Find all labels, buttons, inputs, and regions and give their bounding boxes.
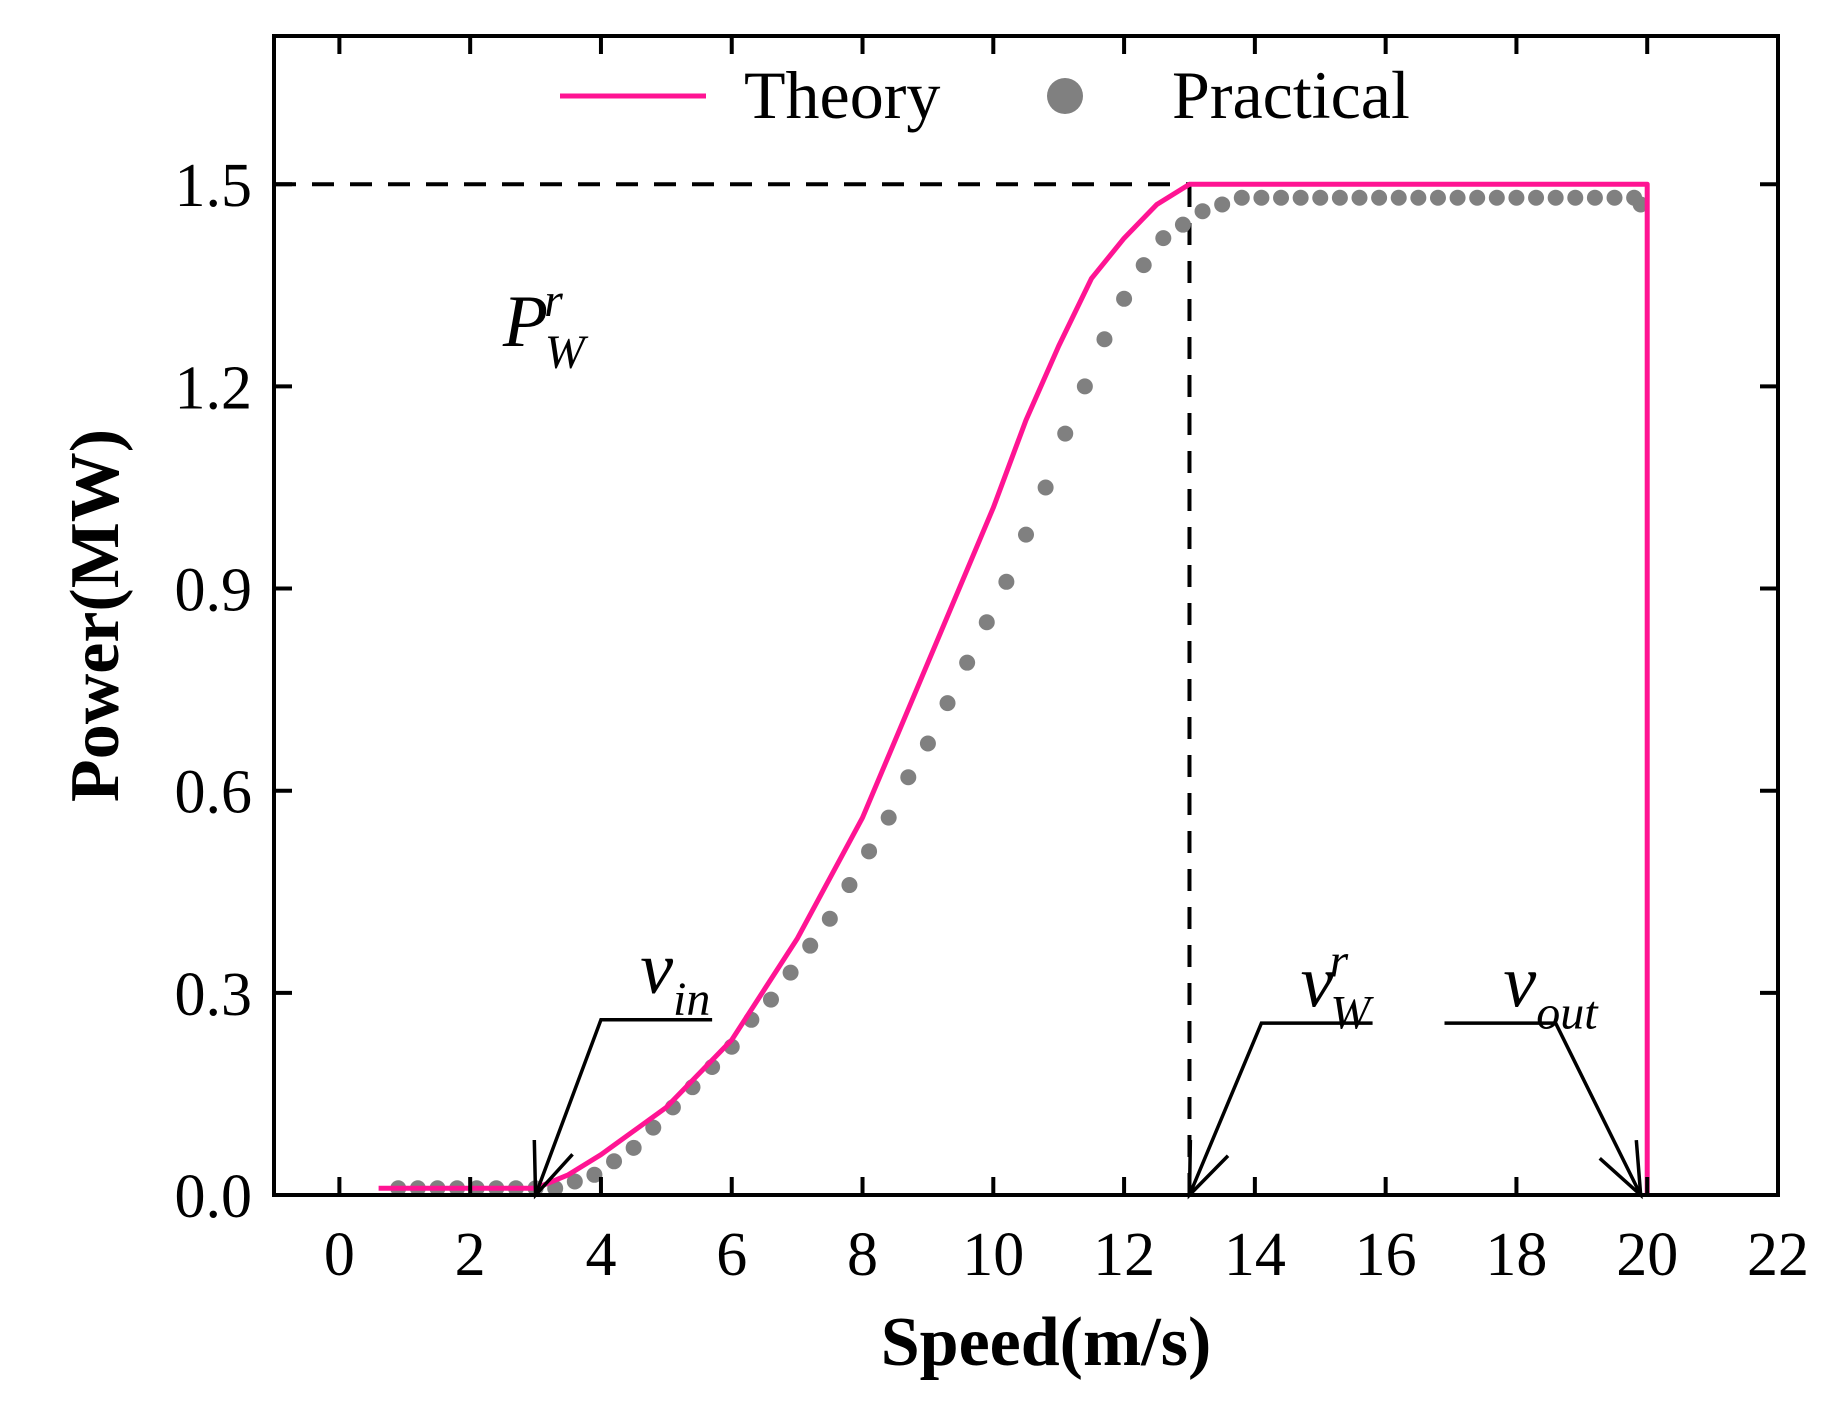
v-in-symbol: v <box>640 928 673 1010</box>
practical-point <box>1528 189 1545 206</box>
practical-point <box>1214 196 1231 213</box>
x-tick-label: 8 <box>847 1221 878 1289</box>
x-tick-label: 6 <box>716 1221 747 1289</box>
v-in-subscript: in <box>673 973 710 1026</box>
y-tick-label: 0.3 <box>175 961 253 1029</box>
x-tick-label: 18 <box>1485 1221 1547 1289</box>
v-out-subscript: out <box>1536 986 1599 1039</box>
practical-point <box>1449 189 1466 206</box>
practical-point <box>1233 189 1250 206</box>
practical-point <box>1292 189 1309 206</box>
practical-point <box>939 695 956 712</box>
x-tick-label: 22 <box>1747 1221 1809 1289</box>
practical-point <box>861 843 878 860</box>
v-out-arrowhead <box>1598 1140 1643 1200</box>
practical-point <box>586 1166 603 1183</box>
v-in-label: vin <box>640 928 710 1026</box>
practical-point <box>625 1139 642 1156</box>
x-axis-title: Speed(m/s) <box>881 1304 1212 1381</box>
practical-point <box>1586 189 1603 206</box>
practical-point <box>1371 189 1388 206</box>
practical-point <box>1567 189 1584 206</box>
y-tick-label: 1.5 <box>175 152 253 220</box>
x-tick-label: 20 <box>1616 1221 1678 1289</box>
plot-frame <box>272 34 1780 1197</box>
practical-point <box>1057 425 1074 442</box>
v-rated-leader-line <box>1187 1021 1373 1196</box>
practical-point <box>1488 189 1505 206</box>
p-rated-superscript: r <box>544 274 563 327</box>
p-rated-subscript: W <box>545 326 589 379</box>
y-tick-label: 0.6 <box>175 759 253 827</box>
practical-point <box>1253 189 1270 206</box>
practical-point <box>1331 189 1348 206</box>
practical-point <box>1390 189 1407 206</box>
practical-point <box>1076 378 1093 395</box>
practical-point <box>900 769 917 786</box>
practical-point <box>821 910 838 927</box>
practical-point <box>566 1173 583 1190</box>
v-rated-label: vr W <box>1301 934 1375 1039</box>
practical-point <box>1606 189 1623 206</box>
axis-ticks: 0 2 4 6 8 10 12 14 16 18 20 22 0.0 0.3 0.6 0.9 1.2 1.5 <box>175 36 1809 1289</box>
practical-point <box>1410 189 1427 206</box>
x-tick-label: 16 <box>1355 1221 1417 1289</box>
legend-theory-label: Theory <box>744 57 940 133</box>
x-tick-label: 10 <box>962 1221 1024 1289</box>
x-tick-label: 14 <box>1224 1221 1286 1289</box>
v-out-leader-line <box>1444 1021 1643 1196</box>
y-tick-label: 0.0 <box>175 1163 253 1231</box>
practical-point <box>762 991 779 1008</box>
practical-point <box>1116 290 1133 307</box>
practical-point <box>1174 216 1191 233</box>
practical-point <box>645 1119 662 1136</box>
practical-point <box>1096 331 1113 348</box>
practical-point <box>1508 189 1525 206</box>
practical-point <box>1547 189 1564 206</box>
theory-line <box>378 181 1650 1195</box>
x-tick-label: 0 <box>324 1221 355 1289</box>
v-rated-symbol: v <box>1301 941 1334 1023</box>
v-rated-subscript: W <box>1330 986 1374 1039</box>
practical-point <box>1469 189 1486 206</box>
practical-point <box>1135 257 1152 274</box>
legend-practical-swatch <box>1047 78 1083 114</box>
x-tick-label: 4 <box>585 1221 616 1289</box>
x-tick-label: 12 <box>1093 1221 1155 1289</box>
practical-point <box>978 614 995 631</box>
practical-point <box>1273 189 1290 206</box>
y-tick-label: 0.9 <box>175 557 253 625</box>
x-tick-label: 2 <box>455 1221 486 1289</box>
reference-lines <box>274 182 1192 1195</box>
p-rated-label: Pr W <box>502 274 589 379</box>
legend-practical-label: Practical <box>1172 57 1410 133</box>
practical-point <box>1155 230 1172 247</box>
v-out-symbol: v <box>1503 941 1536 1023</box>
practical-point <box>880 809 897 826</box>
practical-point <box>959 654 976 671</box>
practical-point <box>919 735 936 752</box>
y-tick-label: 1.2 <box>175 354 253 422</box>
practical-point <box>1429 189 1446 206</box>
practical-point <box>1632 196 1649 213</box>
y-axis-title: Power(MW) <box>57 429 134 802</box>
p-rated-symbol: P <box>502 281 548 363</box>
practical-point <box>998 573 1015 590</box>
v-rated-superscript: r <box>1330 934 1349 987</box>
practical-point <box>802 937 819 954</box>
practical-point <box>1037 479 1054 496</box>
v-in-leader-line <box>533 1018 713 1196</box>
v-out-label: vout <box>1503 941 1599 1039</box>
practical-point <box>841 877 858 894</box>
practical-point <box>606 1153 623 1170</box>
practical-point <box>782 964 799 981</box>
practical-point <box>1351 189 1368 206</box>
practical-point <box>1312 189 1329 206</box>
series-layer <box>378 181 1650 1197</box>
practical-point <box>1194 203 1211 220</box>
legend: Theory Practical <box>560 57 1410 133</box>
practical-point <box>1018 526 1034 543</box>
